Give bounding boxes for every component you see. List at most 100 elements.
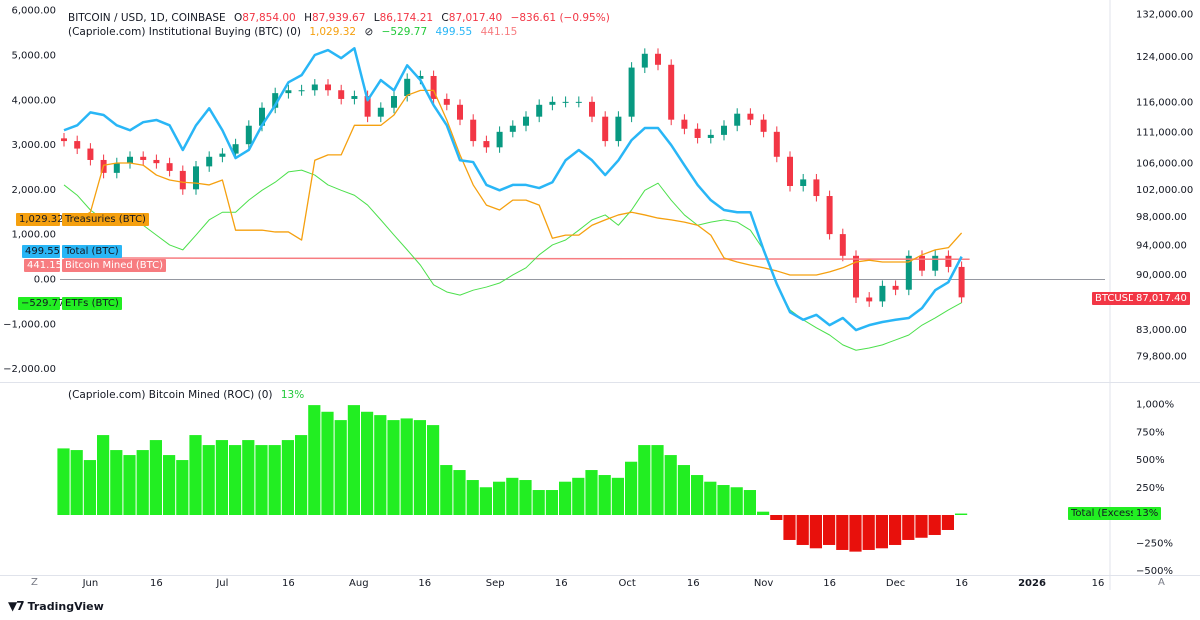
candle-body (391, 96, 397, 108)
auto-scale-button[interactable]: A (1158, 577, 1165, 588)
roc-bar (783, 515, 796, 540)
candle-body (496, 131, 503, 148)
candle-body (707, 134, 714, 138)
left-axis-label: −1,000.00 (3, 319, 56, 330)
roc-bar (862, 515, 875, 550)
candle-body (311, 84, 318, 91)
price-axis-label: 116,000.00 (1136, 97, 1193, 108)
left-axis-label: 3,000.00 (11, 140, 56, 151)
candle-body (760, 119, 767, 132)
candle-body (813, 179, 820, 197)
candle-body (377, 107, 384, 117)
roc-bar (427, 425, 440, 515)
candle-body (787, 156, 793, 186)
roc-bar (347, 405, 360, 515)
ohlc-high: 87,939.67 (311, 12, 366, 24)
roc-bar (57, 448, 70, 515)
candle-body (721, 125, 727, 135)
roc-bar (176, 460, 189, 515)
time-axis-label: 2026 (1018, 578, 1046, 589)
roc-bar (110, 450, 123, 515)
candle-body (179, 170, 186, 190)
roc-bar (638, 445, 651, 515)
roc-bar (255, 445, 268, 515)
candle-body (338, 90, 345, 99)
time-axis-label: 16 (955, 578, 968, 589)
roc-bar (704, 481, 717, 515)
candle-body (61, 138, 67, 142)
roc-bar (651, 445, 664, 515)
candle-body (193, 166, 199, 190)
roc-title: (Capriole.com) Bitcoin Mined (ROC) (0) (68, 389, 273, 401)
roc-legend[interactable]: (Capriole.com) Bitcoin Mined (ROC) (0) 1… (68, 389, 309, 401)
candle-body (430, 75, 437, 99)
candle-body (509, 125, 516, 132)
legend-mined-value: 441.15 (480, 26, 518, 38)
treasuries-value-tag: 1,029.32 (16, 213, 64, 226)
roc-bar (730, 487, 743, 515)
roc-bar (242, 440, 255, 515)
roc-bar (136, 450, 149, 515)
total-value-tag: 499.55 (22, 245, 60, 258)
roc-bar (809, 515, 822, 549)
tradingview-brand[interactable]: ▼7 TradingView (8, 599, 104, 613)
candle-body (325, 84, 331, 91)
roc-bar (506, 477, 519, 515)
candle-body (734, 113, 741, 126)
roc-bar (334, 420, 347, 515)
roc-bar (374, 415, 387, 515)
roc-bar (281, 440, 294, 515)
total-name-tag: Total (BTC) (62, 245, 122, 258)
price-axis-label: 124,000.00 (1136, 52, 1193, 63)
roc-bar (823, 515, 836, 545)
price-axis-label: 132,000.00 (1136, 10, 1193, 21)
roc-bar (321, 411, 334, 515)
ohlc-open: 87,854.00 (242, 12, 296, 24)
legend-treasuries-value: 1,029.32 (309, 26, 357, 38)
roc-bar (717, 485, 730, 515)
candle-body (443, 98, 450, 105)
indicator-legend[interactable]: (Capriole.com) Institutional Buying (BTC… (68, 26, 522, 38)
candle-body (298, 90, 305, 92)
etfs-name-tag: ETFs (BTC) (62, 297, 122, 310)
symbol-tag: BTCUSD (1092, 292, 1139, 305)
last-price-tag: 87,017.40 (1133, 292, 1190, 305)
roc-bar (598, 475, 611, 515)
roc-bar (559, 481, 572, 515)
candle-body (958, 266, 965, 298)
candle-body (773, 131, 780, 157)
roc-bar (440, 465, 453, 515)
roc-axis-label: 250% (1136, 483, 1165, 494)
roc-bar (585, 470, 598, 515)
roc-bar (83, 460, 96, 515)
roc-bar (532, 490, 545, 515)
candle-body (285, 90, 292, 94)
roc-bar (295, 435, 308, 515)
eye-off-icon[interactable]: ⊘ (364, 26, 374, 38)
total-line (63, 47, 963, 332)
roc-bar (955, 513, 968, 515)
candle-body (470, 119, 477, 142)
tradingview-logo-icon: ▼7 (8, 599, 25, 613)
candle-body (404, 78, 411, 97)
roc-bar (664, 455, 677, 515)
candle-body (879, 285, 886, 302)
candle-body (866, 297, 873, 302)
zoom-button[interactable]: Z (31, 577, 38, 588)
roc-bar (229, 445, 242, 515)
candle-body (892, 285, 899, 290)
candle-body (615, 116, 622, 142)
roc-axis-label: 1,000% (1136, 400, 1174, 411)
roc-bar (625, 461, 638, 515)
candle-body (457, 104, 463, 120)
treasuries-name-tag: Treasuries (BTC) (62, 213, 149, 226)
price-axis-label: 98,000.00 (1136, 212, 1187, 223)
time-axis-label: 16 (687, 578, 700, 589)
roc-bar (387, 420, 400, 515)
left-axis-label: 2,000.00 (11, 185, 56, 196)
candle-body (483, 141, 490, 148)
roc-bar (796, 515, 809, 545)
roc-bar (70, 450, 83, 515)
time-axis-label: 16 (282, 578, 295, 589)
